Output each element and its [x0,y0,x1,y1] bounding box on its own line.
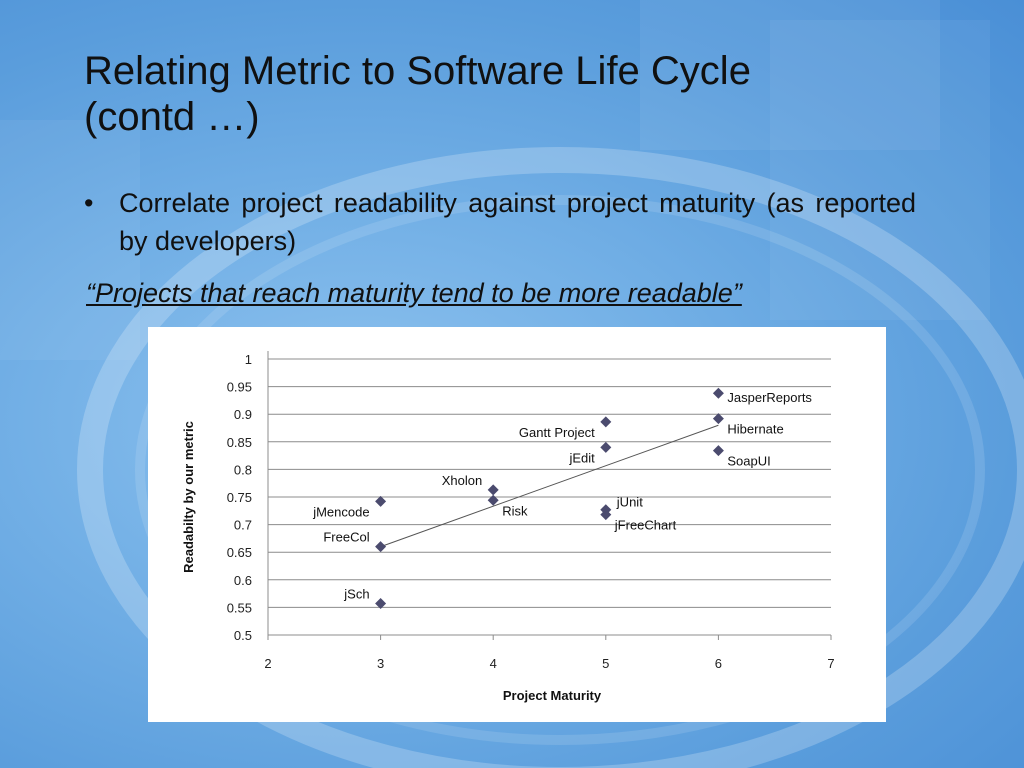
y-tick-label: 0.9 [234,407,252,422]
slide-title: Relating Metric to Software Life Cycle (… [84,48,984,140]
data-point-marker [712,445,724,457]
trendline [380,424,719,548]
y-tick-label: 1 [245,352,252,367]
axis-layer: 0.5 0.55 0.6 0.65 0.7 0.75 0.8 0.85 0.9 0.95 1 2 3 4 5… [227,351,835,671]
data-point-label: jSch [343,587,369,602]
points-layer [375,387,724,610]
y-tick-label: 0.55 [227,600,252,615]
data-point-label: jEdit [569,450,596,465]
data-point-label: SoapUI [727,454,770,469]
data-point-marker [712,413,724,425]
y-tick-label: 0.7 [234,518,252,533]
point-labels-layer: jMencode FreeCol jSch Xholon Risk Gantt Proje… [312,390,812,601]
data-point-label: jFreeChart [614,518,677,533]
data-point-marker [600,441,612,453]
data-point-label: Xholon [442,473,482,488]
bullet-text: Correlate project readability against pr… [119,188,916,256]
slide-title-line-2: (contd …) [84,95,260,139]
slide-title-line-1: Relating Metric to Software Life Cycle [84,49,751,93]
x-tick-label: 3 [377,656,384,671]
y-tick-label: 0.95 [227,380,252,395]
x-axis-label: Project Maturity [503,688,602,703]
bullet-item: • Correlate project readability against … [84,184,916,260]
x-tick-label: 6 [715,656,722,671]
scatter-chart-svg: 0.5 0.55 0.6 0.65 0.7 0.75 0.8 0.85 0.9 0.95 1 2 3 4 5… [181,351,835,703]
data-point-marker [375,541,387,553]
data-point-label: jUnit [616,495,643,510]
x-tick-label: 4 [490,656,497,671]
x-tick-label: 5 [602,656,609,671]
data-point-marker [712,387,724,399]
x-tick-label: 2 [264,656,271,671]
x-tick-label: 7 [827,656,834,671]
data-point-label: FreeCol [323,530,369,545]
y-tick-label: 0.75 [227,490,252,505]
y-tick-label: 0.6 [234,573,252,588]
trendline-layer [380,424,719,548]
data-point-marker [600,416,612,428]
scatter-chart: 0.5 0.55 0.6 0.65 0.7 0.75 0.8 0.85 0.9 0.95 1 2 3 4 5… [148,327,886,722]
data-point-marker [375,495,387,507]
data-point-marker [487,494,499,506]
y-tick-label: 0.5 [234,628,252,643]
data-point-marker [487,484,499,496]
data-point-label: Risk [502,503,528,518]
data-point-label: JasperReports [727,390,812,405]
data-point-marker [375,598,387,610]
y-tick-label: 0.85 [227,435,252,450]
data-point-label: Hibernate [727,422,783,437]
quote-text: “Projects that reach maturity tend to be… [86,278,742,308]
data-point-label: jMencode [312,504,369,519]
data-point-marker [600,509,612,521]
grid-layer [268,358,831,608]
data-point-label: Gantt Project [519,425,595,440]
y-axis-label: Readabilty by our metric [181,421,196,573]
y-tick-label: 0.65 [227,545,252,560]
y-tick-label: 0.8 [234,462,252,477]
bullet-marker: • [84,188,94,218]
